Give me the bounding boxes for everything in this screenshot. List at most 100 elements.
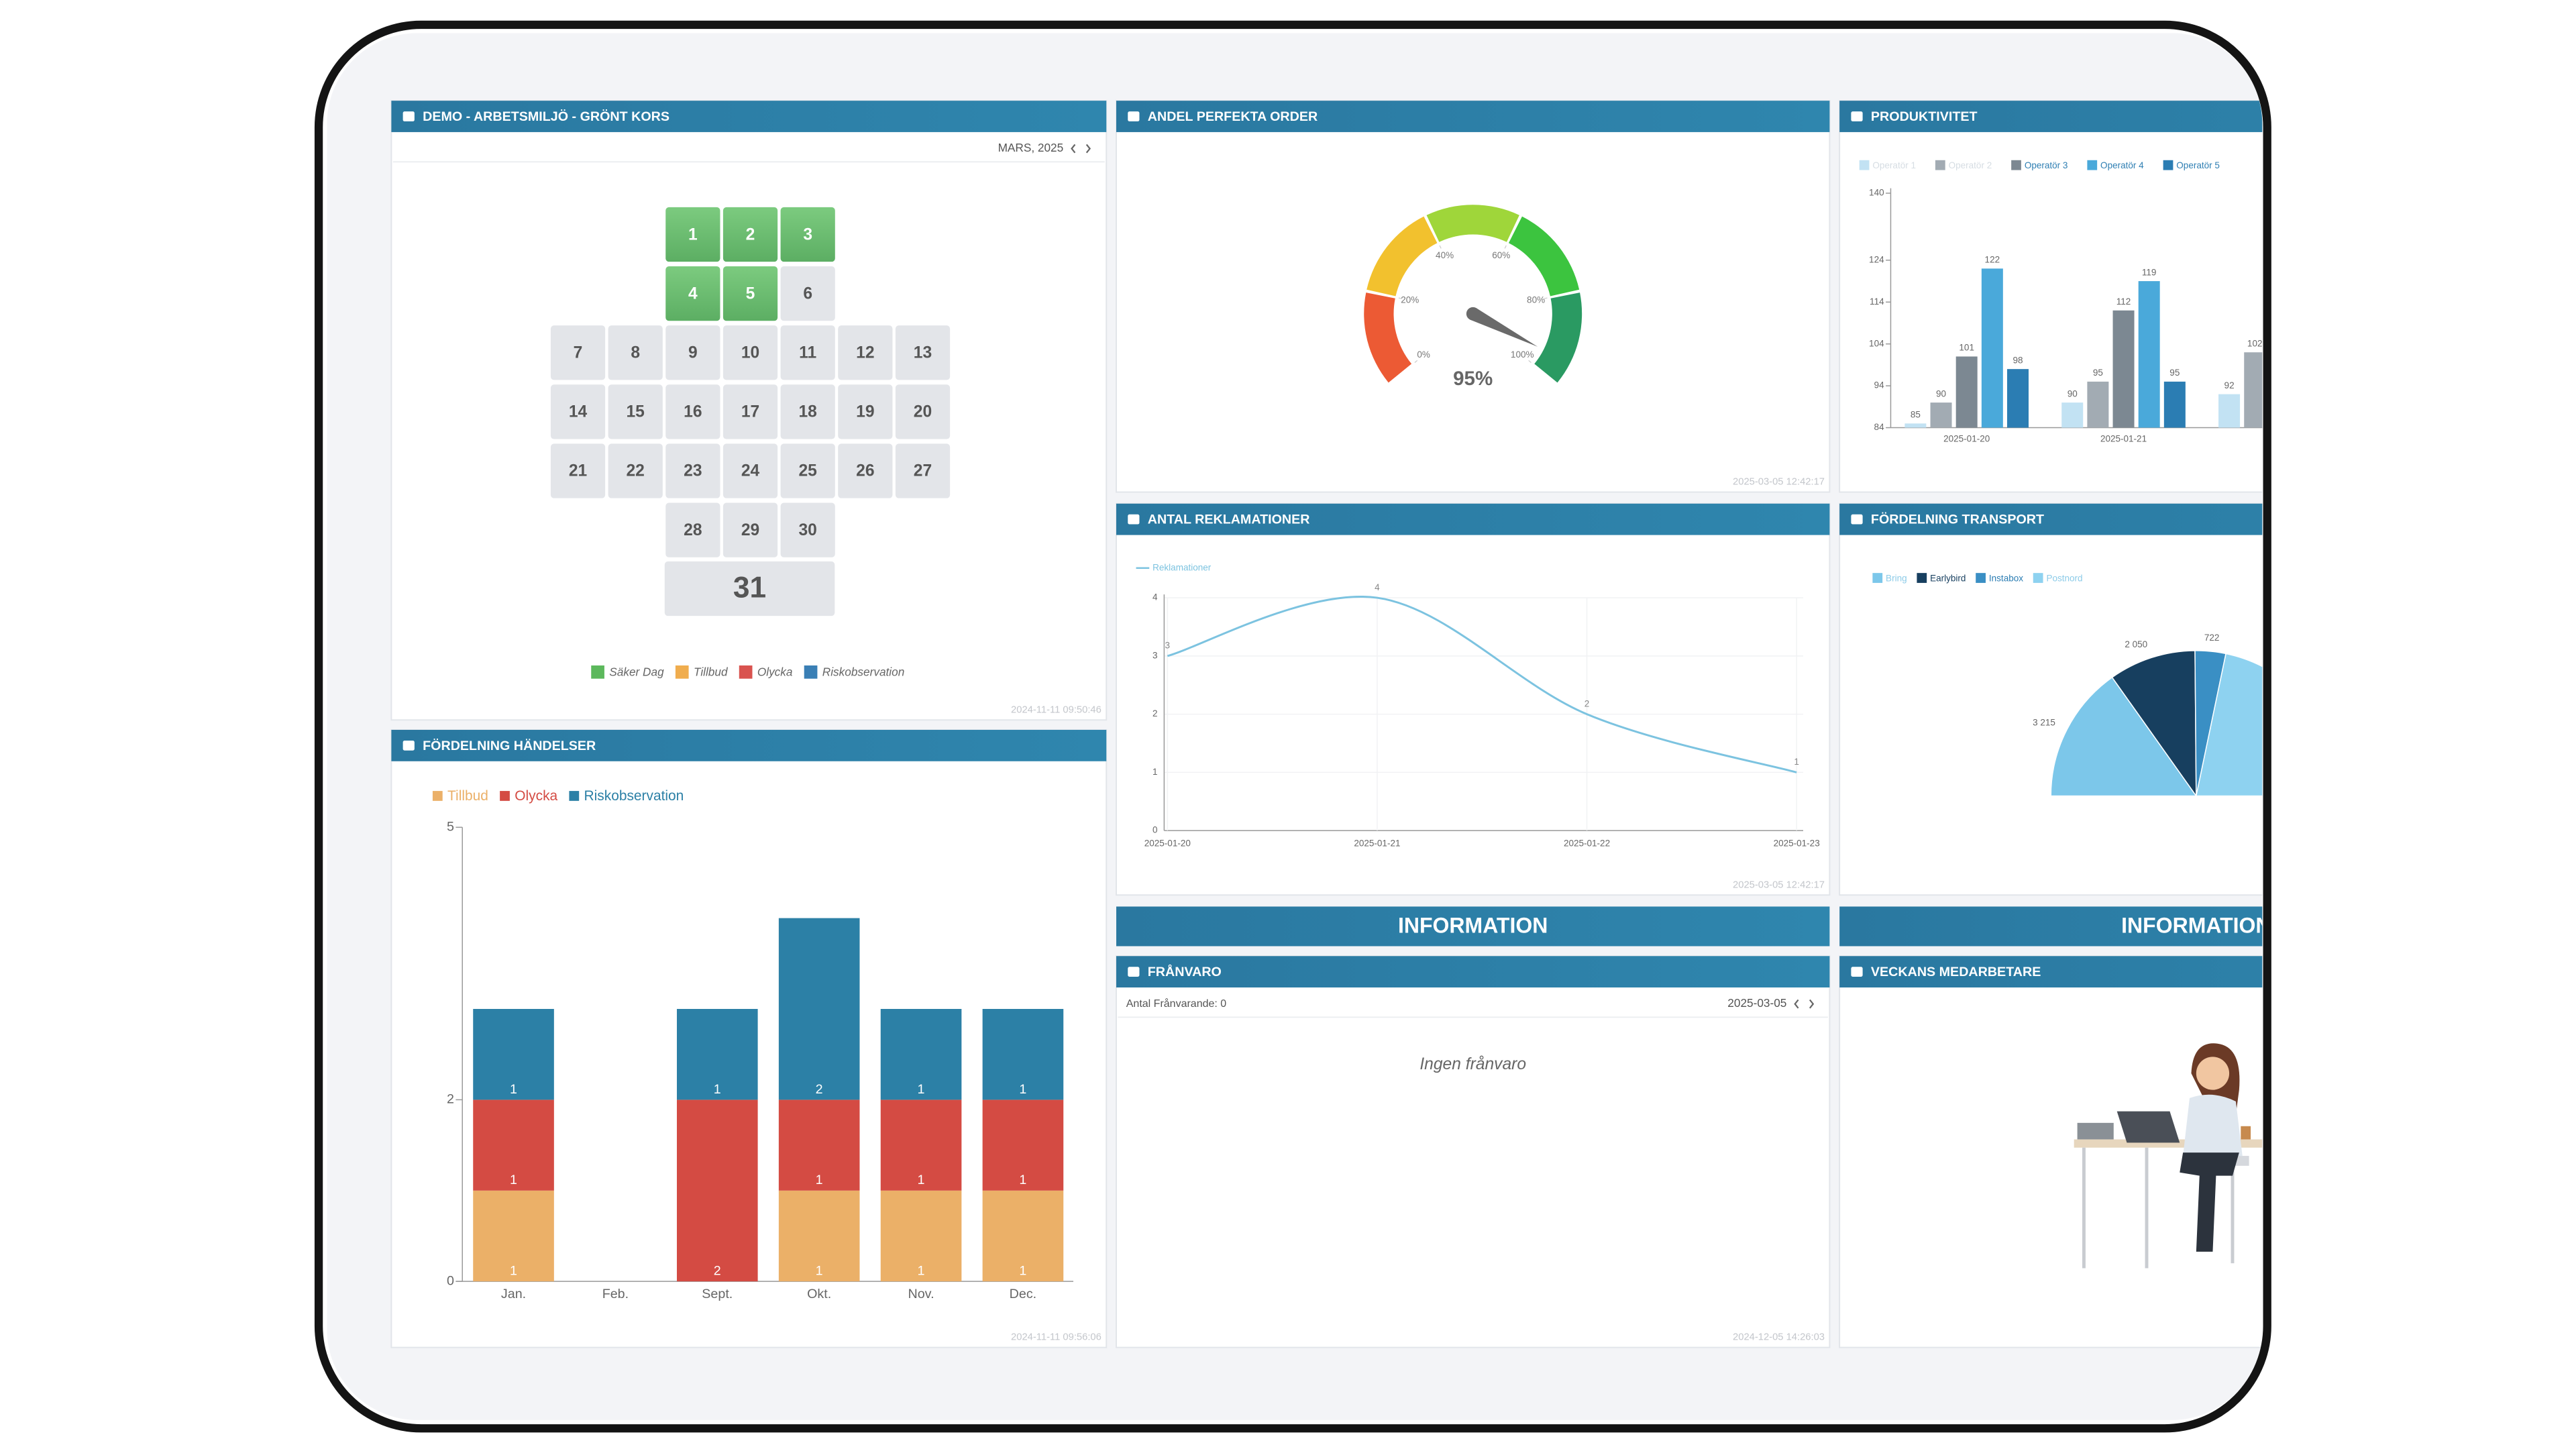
pie-value-label: 2 050 <box>2125 639 2147 649</box>
calendar-day[interactable] <box>722 502 778 557</box>
gauge-tick <box>1414 360 1418 363</box>
bar-segment <box>473 1009 554 1100</box>
bar-segment <box>880 1190 962 1282</box>
calendar-day-number: 6 <box>803 284 812 303</box>
calendar-day[interactable] <box>722 325 778 380</box>
calendar-day[interactable] <box>722 207 778 262</box>
calendar-day[interactable] <box>838 325 893 380</box>
bar-value-label: 98 <box>2012 355 2023 365</box>
pie-slice <box>2050 676 2198 797</box>
bar-segment <box>676 1099 758 1282</box>
calendar-day[interactable] <box>722 443 778 498</box>
gauge-tick-label: 80% <box>1527 294 1545 305</box>
bar <box>1981 268 2003 428</box>
calendar-day[interactable] <box>550 325 606 380</box>
bar <box>2244 352 2263 428</box>
next-arrow[interactable] <box>1085 144 1091 154</box>
y-tick-label: 124 <box>1869 254 1884 264</box>
calendar-day[interactable] <box>608 443 663 498</box>
panel-footer: 2025-03-05 12:42:17 <box>1733 477 1825 488</box>
calendar-day-number: 29 <box>741 521 759 539</box>
calendar-day[interactable] <box>665 443 720 498</box>
legend-label: Tillbud <box>447 788 488 804</box>
y-tick-label: 2 <box>447 1092 454 1107</box>
x-tick-label: 2025-01-20 <box>1144 838 1191 848</box>
legend-swatch <box>804 665 818 679</box>
bar-value-label: 112 <box>2116 297 2131 307</box>
calendar-day[interactable] <box>780 384 835 439</box>
calendar-day[interactable] <box>780 266 835 321</box>
calendar-day[interactable] <box>665 502 720 557</box>
legend-swatch <box>1935 160 1945 170</box>
bar <box>2163 381 2186 428</box>
calendar-day[interactable] <box>550 443 606 498</box>
calendar-day[interactable] <box>838 384 893 439</box>
panel-icon <box>1128 967 1140 977</box>
prev-arrow[interactable] <box>1071 144 1076 154</box>
x-tick-label: Feb. <box>602 1287 629 1301</box>
legend-swatch <box>675 665 689 679</box>
calendar-day-number: 4 <box>688 284 698 303</box>
bar-value-label: 1 <box>816 1264 823 1279</box>
prev-arrow[interactable] <box>1794 999 1799 1009</box>
y-tick-label: 104 <box>1869 338 1884 348</box>
panel-icon <box>1851 514 1863 525</box>
calendar-day[interactable] <box>895 384 951 439</box>
gauge-tick-label: 20% <box>1401 294 1419 305</box>
gauge-band <box>1366 216 1438 297</box>
x-tick-label: 2025-01-21 <box>1354 838 1400 848</box>
panel-title: VECKANS MEDARBETARE <box>1871 965 2041 979</box>
calendar-day[interactable] <box>722 384 778 439</box>
calendar-day[interactable] <box>665 325 720 380</box>
absence-date: 2025-03-05 <box>1727 996 1786 1010</box>
calendar-day[interactable] <box>895 325 951 380</box>
panel-icon <box>402 111 415 121</box>
calendar-day[interactable] <box>780 207 835 262</box>
calendar-day[interactable] <box>550 384 606 439</box>
calendar-day-number: 14 <box>569 403 588 421</box>
calendar-last-day[interactable] <box>664 561 835 616</box>
information-title: INFORMATION <box>1398 914 1548 938</box>
cup <box>2241 1126 2251 1140</box>
point-label: 1 <box>1794 757 1799 767</box>
calendar-day[interactable] <box>780 325 835 380</box>
calendar-day[interactable] <box>780 502 835 557</box>
calendar-day[interactable] <box>608 325 663 380</box>
bar-value-label: 85 <box>1911 410 1921 420</box>
legend-swatch <box>2011 160 2021 170</box>
panel-title: FÖRDELNING TRANSPORT <box>1871 512 2044 527</box>
bar <box>2007 369 2029 428</box>
next-arrow[interactable] <box>1809 999 1815 1009</box>
calendar-day-number: 28 <box>684 521 702 539</box>
information-bar <box>1839 906 2263 947</box>
calendar-day[interactable] <box>895 443 951 498</box>
legend-label: Olycka <box>515 788 557 804</box>
calendar-day[interactable] <box>665 266 720 321</box>
pie-value-label: 722 <box>2204 633 2220 643</box>
calendar-day[interactable] <box>665 384 720 439</box>
y-tick-label: 5 <box>447 819 454 834</box>
calendar-day[interactable] <box>665 207 720 262</box>
legend-label: Postnord <box>2046 573 2082 583</box>
bar-segment <box>778 1099 860 1191</box>
calendar-day-number: 20 <box>914 403 932 421</box>
x-tick-label: 2025-01-20 <box>1943 433 1990 443</box>
calendar-day-number: 12 <box>856 344 874 362</box>
calendar-day[interactable] <box>608 384 663 439</box>
point-label: 3 <box>1165 641 1171 651</box>
calendar-day-number: 1 <box>688 225 698 244</box>
gauge-needle <box>1470 307 1538 347</box>
calendar-day-number: 9 <box>688 344 698 362</box>
panel <box>1116 955 1831 1348</box>
legend-swatch <box>569 791 580 801</box>
legend-label: Operatör 2 <box>1949 160 1992 170</box>
panel-header <box>1839 956 2263 987</box>
calendar-day[interactable] <box>838 443 893 498</box>
y-tick-label: 1 <box>1152 767 1158 777</box>
calendar-day[interactable] <box>780 443 835 498</box>
legend-label: Bring <box>1886 573 1907 583</box>
legend-label: Tillbud <box>694 665 729 679</box>
calendar-day[interactable] <box>722 266 778 321</box>
calendar-day-number: 5 <box>746 284 755 303</box>
